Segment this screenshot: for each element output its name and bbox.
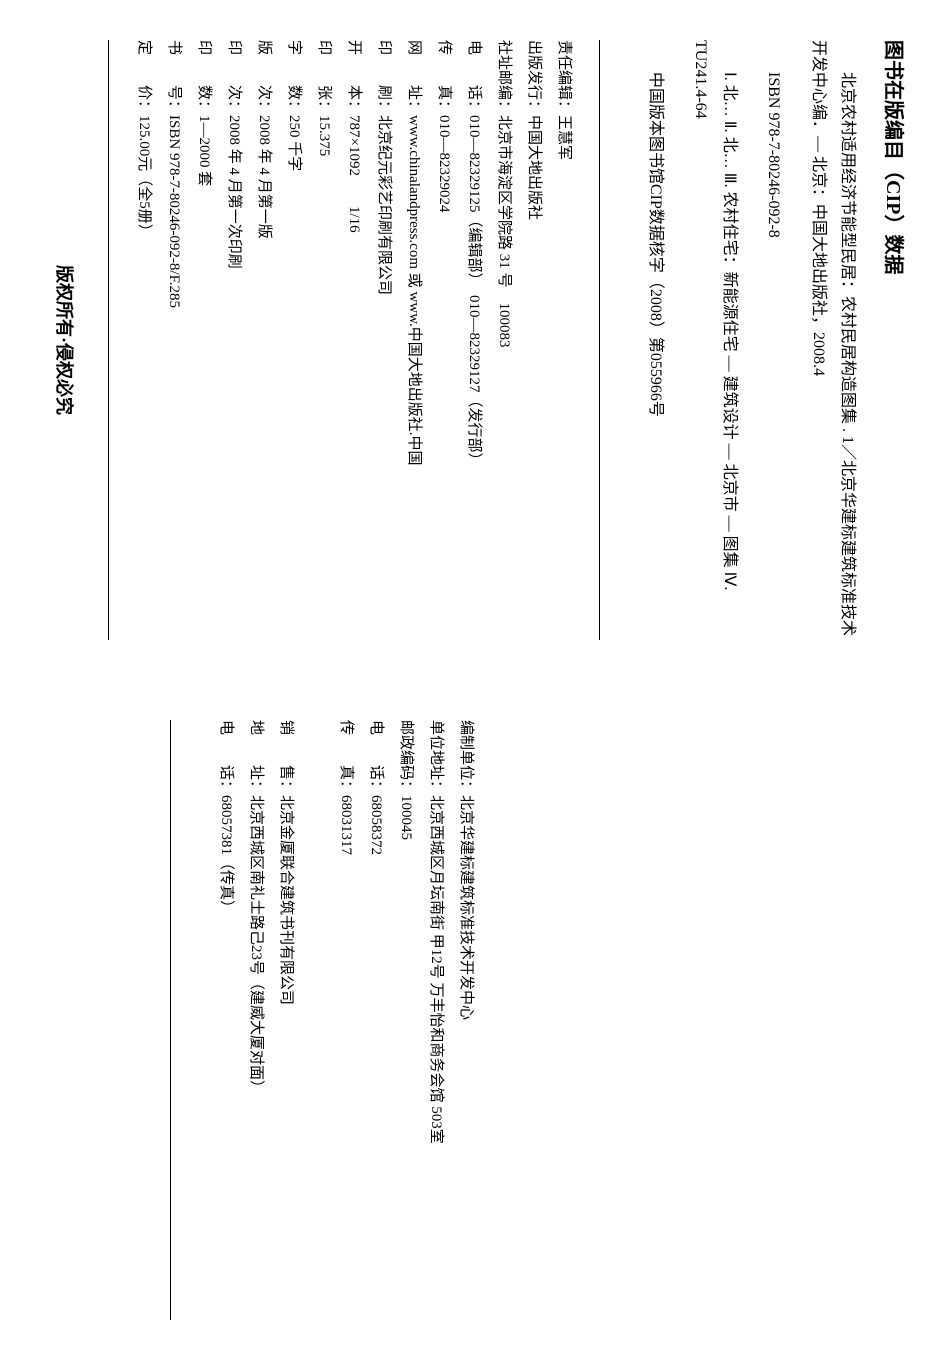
colophon-tel-row: 电 话： 010—82329125（编辑部） 010—82329127（发行部） <box>459 40 489 640</box>
edition-label: 版 次： <box>249 40 279 115</box>
colophon-web-row: 网 址： www.chinalandpress.com 或 www.中国大地出版… <box>399 40 429 640</box>
compiler-unit-row: 编制单位： 北京华建标建筑标准技术开发中心 <box>451 720 481 1320</box>
compiler-tel-label: 电 话： <box>361 720 391 795</box>
colophon-section: 责任编辑： 王慧军 出版发行： 中国大地出版社 社址邮编： 北京市海淀区学院路 … <box>129 40 579 640</box>
compiler-fax-value: 68031317 <box>331 795 361 1320</box>
colophon-price-row: 定 价： 125.00元（全5册） <box>129 40 159 640</box>
compiler-postcode-row: 邮政编码： 100045 <box>391 720 421 1320</box>
compiler-postcode-label: 邮政编码： <box>391 720 421 795</box>
sales-block: 销 售： 北京金厦联合建筑书刊有限公司 地 址： 北京西城区南礼士路己23号（建… <box>211 720 301 1320</box>
publisher-value: 中国大地出版社 <box>519 115 549 640</box>
tel-value: 010—82329125（编辑部） 010—82329127（发行部） <box>459 115 489 640</box>
fax-value: 010—82329024 <box>429 115 459 640</box>
compiler-fax-label: 传 真： <box>331 720 361 795</box>
printrun-label: 印 数： <box>189 40 219 115</box>
compiler-tel-value: 68058372 <box>361 795 391 1320</box>
spacer <box>301 720 331 1320</box>
compiler-postcode-value: 100045 <box>391 795 421 1320</box>
address-label: 社址邮编： <box>489 40 519 115</box>
words-value: 250 千字 <box>279 115 309 640</box>
web-value: www.chinalandpress.com 或 www.中国大地出版社.中国 <box>399 115 429 640</box>
format-label: 开 本： <box>339 40 369 115</box>
impression-label: 印 次： <box>219 40 249 115</box>
sales-seller-label: 销 售： <box>271 720 301 795</box>
colophon-edition-row: 版 次： 2008 年 4 月第一版 <box>249 40 279 640</box>
colophon-printrun-row: 印 数： 1—2000 套 <box>189 40 219 640</box>
copyright-notice: 版权所有·侵权必究 <box>52 40 88 640</box>
compiler-address-row: 单位地址： 北京西城区月坛南街 甲12号 万丰怡和商务会馆 503室 <box>421 720 451 1320</box>
publisher-label: 出版发行： <box>519 40 549 115</box>
cip-classification: Ⅰ. 北… Ⅱ. 北… Ⅲ. 农村住宅：新能源住宅 — 建筑设计 — 北京市 —… <box>685 40 743 640</box>
colophon-printer-row: 印 刷： 北京纪元彩艺印刷有限公司 <box>369 40 399 640</box>
sales-tel-row: 电 话： 68057381（传真） <box>211 720 241 1320</box>
edition-value: 2008 年 4 月第一版 <box>249 115 279 640</box>
colophon-impression-row: 印 次： 2008 年 4 月第一次印刷 <box>219 40 249 640</box>
cip-section: 图书在版编目（CIP）数据 北京农村适用经济节能型民居：农村民居构造图集 . 1… <box>640 40 910 640</box>
printrun-value: 1—2000 套 <box>189 115 219 640</box>
sheets-label: 印 张： <box>309 40 339 115</box>
divider-bottom <box>108 40 109 640</box>
compiler-address-value: 北京西城区月坛南街 甲12号 万丰怡和商务会馆 503室 <box>421 795 451 1320</box>
sales-address-value: 北京西城区南礼士路己23号（建威大厦对面） <box>241 795 271 1320</box>
colophon-sheets-row: 印 张： 15.375 <box>309 40 339 640</box>
sales-tel-value: 68057381（传真） <box>211 795 241 1320</box>
editor-value: 王慧军 <box>549 115 579 640</box>
compiler-unit-label: 编制单位： <box>451 720 481 795</box>
price-value: 125.00元（全5册） <box>129 115 159 640</box>
compiler-fax-row: 传 真： 68031317 <box>331 720 361 1320</box>
sales-seller-row: 销 售： 北京金厦联合建筑书刊有限公司 <box>271 720 301 1320</box>
sales-address-row: 地 址： 北京西城区南礼士路己23号（建威大厦对面） <box>241 720 271 1320</box>
bottom-rule <box>170 720 171 1320</box>
right-column: 编制单位： 北京华建标建筑标准技术开发中心 单位地址： 北京西城区月坛南街 甲1… <box>50 680 910 1320</box>
address-value: 北京市海淀区学院路 31 号 100083 <box>489 115 519 640</box>
editor-label: 责任编辑： <box>549 40 579 115</box>
compiler-tel-row: 电 话： 68058372 <box>361 720 391 1320</box>
divider-top <box>599 40 600 640</box>
colophon-editor-row: 责任编辑： 王慧军 <box>549 40 579 640</box>
cip-title: 图书在版编目（CIP）数据 <box>881 40 910 640</box>
colophon-format-row: 开 本： 787×1092 1/16 <box>339 40 369 640</box>
colophon-fax-row: 传 真： 010—82329024 <box>429 40 459 640</box>
sales-address-label: 地 址： <box>241 720 271 795</box>
printer-label: 印 刷： <box>369 40 399 115</box>
colophon-booknum-row: 书 号： ISBN 978-7-80246-092-8/F.285 <box>159 40 189 640</box>
left-column: 图书在版编目（CIP）数据 北京农村适用经济节能型民居：农村民居构造图集 . 1… <box>50 40 910 680</box>
format-value: 787×1092 1/16 <box>339 115 369 640</box>
price-label: 定 价： <box>129 40 159 115</box>
compiler-block: 编制单位： 北京华建标建筑标准技术开发中心 单位地址： 北京西城区月坛南街 甲1… <box>331 720 481 1320</box>
words-label: 字 数： <box>279 40 309 115</box>
cip-body: 北京农村适用经济节能型民居：农村民居构造图集 . 1／北京华建标建筑标准技术开发… <box>803 40 861 640</box>
sheets-value: 15.375 <box>309 115 339 640</box>
fax-label: 传 真： <box>429 40 459 115</box>
printer-value: 北京纪元彩艺印刷有限公司 <box>369 115 399 640</box>
impression-value: 2008 年 4 月第一次印刷 <box>219 115 249 640</box>
colophon-publisher-row: 出版发行： 中国大地出版社 <box>519 40 549 640</box>
booknum-value: ISBN 978-7-80246-092-8/F.285 <box>159 115 189 640</box>
tel-label: 电 话： <box>459 40 489 115</box>
cip-isbn: ISBN 978-7-80246-092-8 <box>759 40 788 640</box>
booknum-label: 书 号： <box>159 40 189 115</box>
colophon-words-row: 字 数： 250 千字 <box>279 40 309 640</box>
cip-number: 中国版本图书馆CIP数据核字（2008）第055966号 <box>640 40 669 640</box>
compiler-address-label: 单位地址： <box>421 720 451 795</box>
sales-seller-value: 北京金厦联合建筑书刊有限公司 <box>271 795 301 1320</box>
compiler-unit-value: 北京华建标建筑标准技术开发中心 <box>451 795 481 1320</box>
web-label: 网 址： <box>399 40 429 115</box>
sales-tel-label: 电 话： <box>211 720 241 795</box>
page-content: 图书在版编目（CIP）数据 北京农村适用经济节能型民居：农村民居构造图集 . 1… <box>50 40 910 1320</box>
colophon-address-row: 社址邮编： 北京市海淀区学院路 31 号 100083 <box>489 40 519 640</box>
